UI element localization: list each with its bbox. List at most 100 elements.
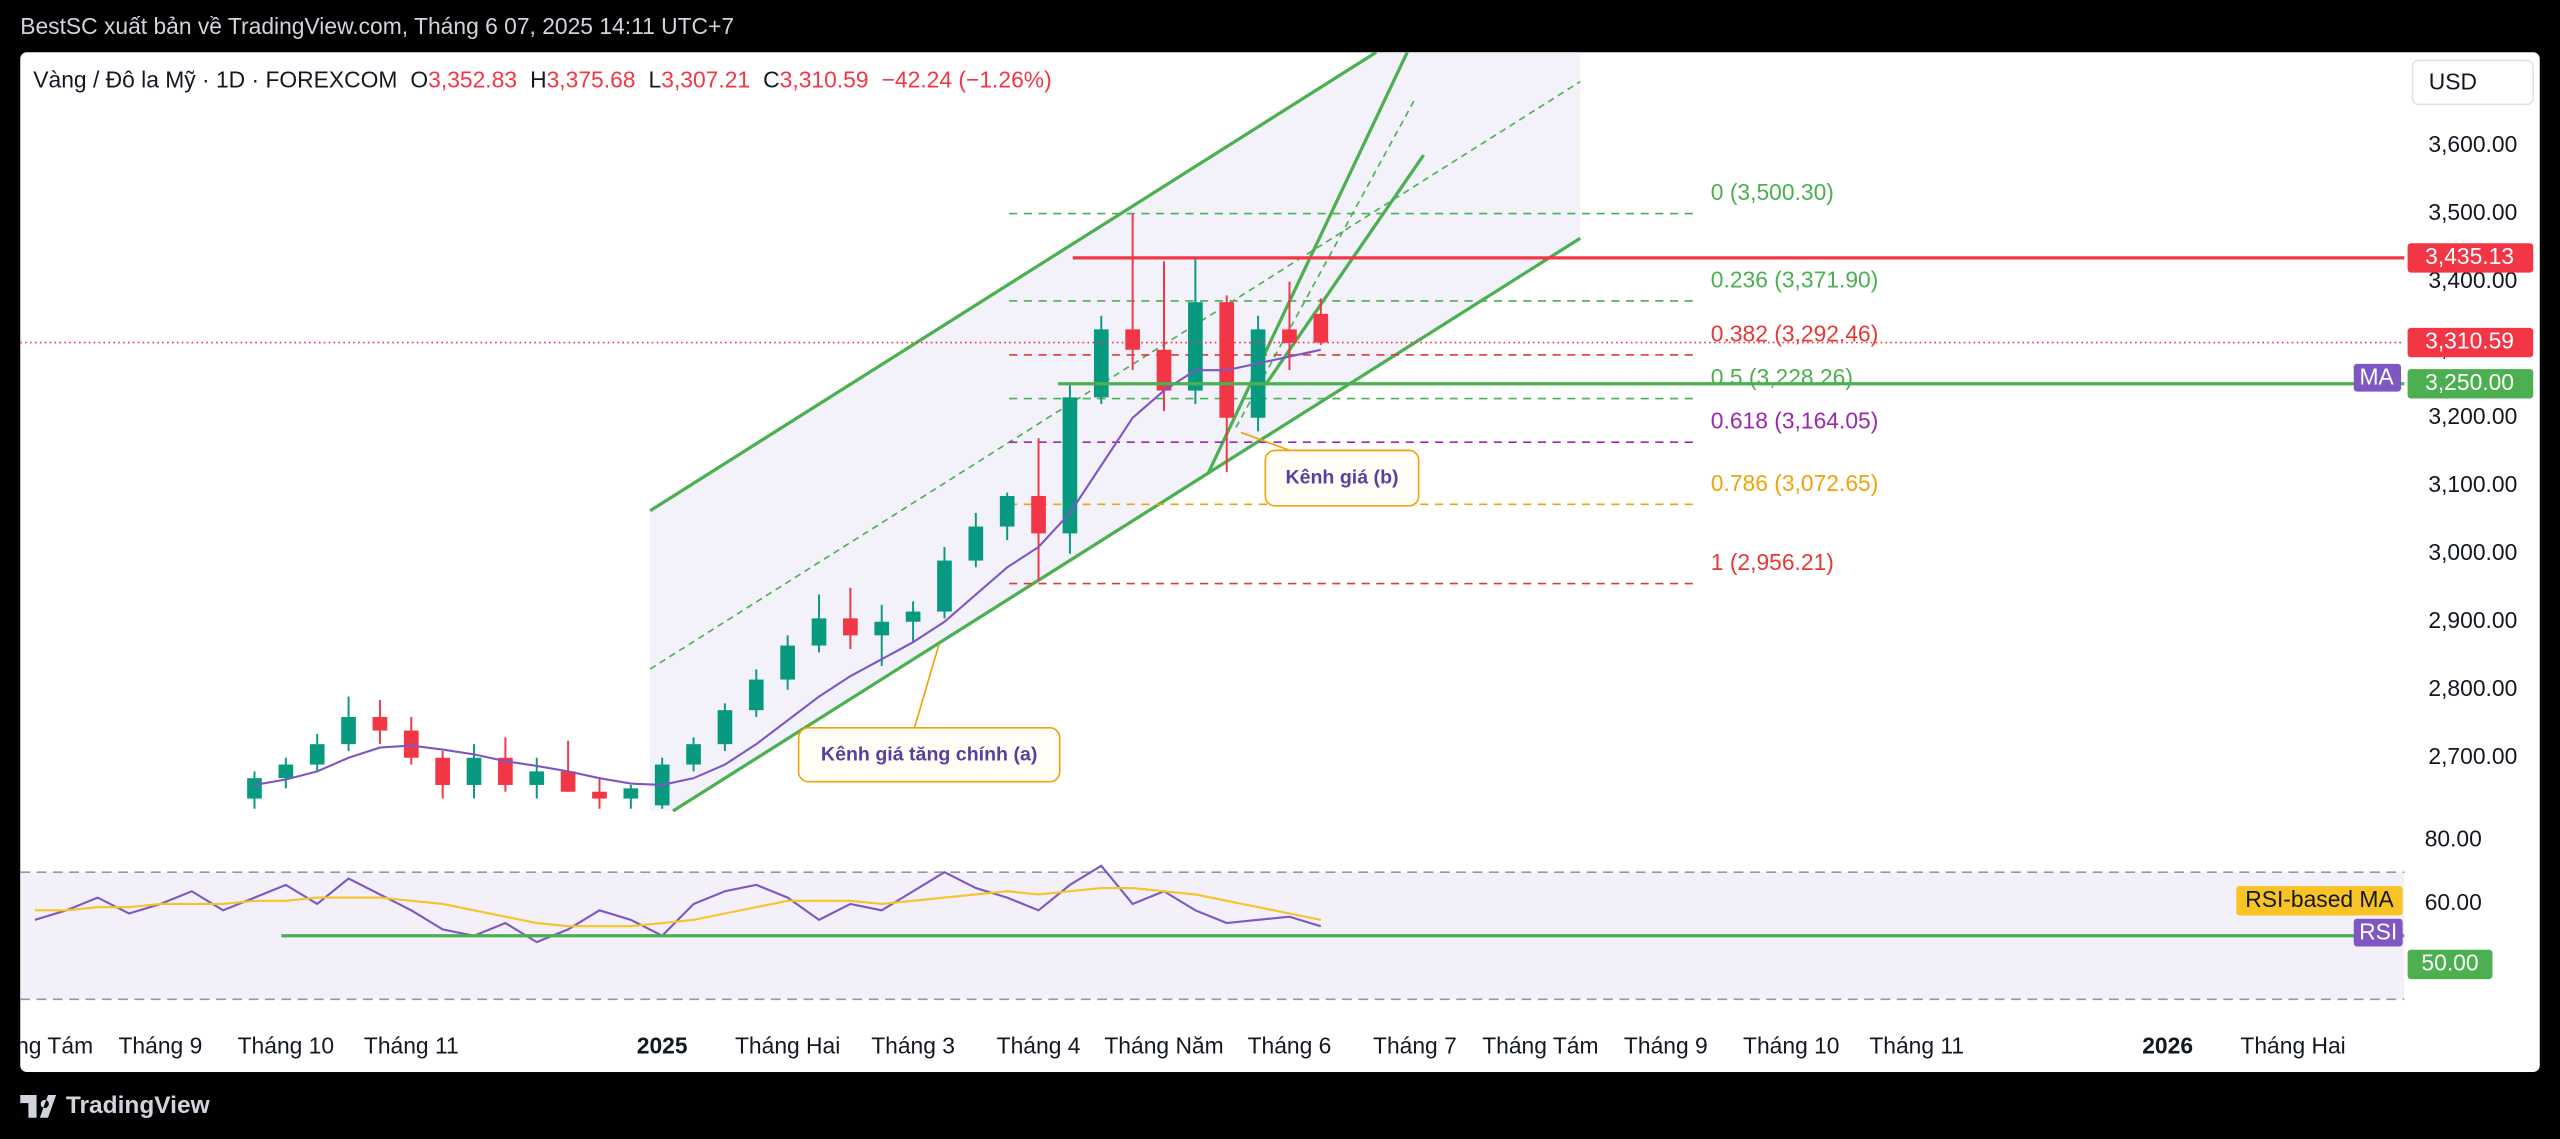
candle-body bbox=[780, 645, 795, 680]
rsi-badge bbox=[2353, 918, 2403, 947]
price-box bbox=[2407, 327, 2534, 358]
candle-body bbox=[1313, 313, 1329, 343]
candle-body bbox=[1188, 302, 1203, 391]
rsi-badge-label: RSI bbox=[2359, 918, 2397, 944]
candle-body bbox=[905, 611, 921, 622]
candle-body bbox=[247, 778, 262, 799]
x-tick-label: Tháng 3 bbox=[871, 1033, 955, 1059]
x-tick-label: 2026 bbox=[2142, 1033, 2193, 1059]
series-line bbox=[254, 348, 1322, 787]
callout bbox=[1240, 431, 1291, 452]
candle-body bbox=[309, 744, 325, 765]
brand: TradingView bbox=[66, 1092, 211, 1119]
candle-body bbox=[403, 730, 419, 758]
l-label: L bbox=[649, 67, 662, 93]
candle-body bbox=[466, 757, 482, 785]
symbol: Vàng / Đô la Mỹ · 1D · FOREXCOM bbox=[33, 67, 397, 93]
callout bbox=[913, 644, 940, 729]
y-tick-label: 2,900.00 bbox=[2428, 607, 2517, 633]
candle-body bbox=[968, 526, 984, 561]
candle-body bbox=[560, 771, 576, 792]
callout-box bbox=[797, 726, 1061, 783]
footer bbox=[0, 1072, 2560, 1139]
candle-body bbox=[435, 757, 450, 785]
candle-body bbox=[686, 744, 701, 765]
low: 3,307.21 bbox=[661, 67, 750, 93]
channel-mid bbox=[649, 80, 1581, 670]
close: 3,310.59 bbox=[780, 67, 869, 93]
x-tick-label: Tháng Tám bbox=[1482, 1033, 1598, 1059]
rsi-level-label: 50.00 bbox=[2421, 949, 2478, 975]
chart-area bbox=[20, 52, 2540, 1073]
x-tick-label: Tháng 11 bbox=[364, 1033, 459, 1059]
annotation-b: Kênh giá (b) bbox=[1240, 431, 1420, 507]
high: 3,375.68 bbox=[547, 67, 636, 93]
currency-button[interactable] bbox=[2411, 59, 2535, 106]
y-tick-label: 2,800.00 bbox=[2428, 675, 2517, 701]
price-box bbox=[2407, 369, 2534, 399]
price-box bbox=[2407, 243, 2534, 273]
price-box-label: 3,250.00 bbox=[2425, 369, 2514, 395]
candle-body bbox=[278, 764, 294, 779]
fib-label: 1 (2,956.21) bbox=[1711, 549, 1834, 575]
logo bbox=[20, 1094, 57, 1118]
x-tick-label: Tháng 6 bbox=[1248, 1033, 1332, 1059]
x-tick-label: Tháng Tám bbox=[0, 1033, 93, 1059]
y-tick-label: 3,600.00 bbox=[2428, 131, 2517, 157]
candle-body bbox=[874, 621, 890, 636]
y-tick-label: 3,500.00 bbox=[2428, 199, 2517, 225]
fib-label: 0.5 (3,228.26) bbox=[1711, 364, 1853, 390]
fib-label: 0 (3,500.30) bbox=[1711, 179, 1834, 205]
candle-body bbox=[1282, 329, 1297, 343]
callout-box bbox=[1264, 449, 1420, 507]
rsi-ma-badge bbox=[2236, 886, 2403, 916]
x-tick-label: Tháng Năm bbox=[1104, 1033, 1223, 1059]
series-line bbox=[34, 887, 1322, 928]
candle-body bbox=[1062, 397, 1078, 534]
change: −42.24 (−1.26%) bbox=[882, 67, 1052, 93]
candle-body bbox=[372, 716, 388, 731]
x-tick-label: Tháng 7 bbox=[1373, 1033, 1457, 1059]
rsi-ma-badge-label: RSI-based MA bbox=[2245, 886, 2394, 912]
y-tick-label: 3,000.00 bbox=[2428, 539, 2517, 565]
currency[interactable]: USD bbox=[2429, 68, 2477, 94]
candle-body bbox=[811, 618, 827, 646]
channel-b-right bbox=[1263, 154, 1425, 387]
y-tick-label: 3,200.00 bbox=[2428, 403, 2517, 429]
fib-label: 0.382 (3,292.46) bbox=[1711, 320, 1879, 346]
annotation-text: Kênh giá (b) bbox=[1285, 466, 1398, 488]
x-tick-label: Tháng Hai bbox=[735, 1033, 840, 1059]
x-tick-label: Tháng 10 bbox=[1743, 1033, 1839, 1059]
fib-label: 0.618 (3,164.05) bbox=[1711, 408, 1879, 434]
candle-body bbox=[1250, 329, 1266, 418]
x-tick-label: Tháng 9 bbox=[118, 1033, 202, 1059]
y-tick-label: 60.00 bbox=[2425, 889, 2482, 915]
candle-body bbox=[937, 560, 952, 612]
candle-body bbox=[1125, 329, 1140, 350]
candle-body bbox=[1156, 349, 1172, 391]
x-tick-label: 2025 bbox=[637, 1033, 688, 1059]
series-line bbox=[34, 864, 1322, 944]
candle-body bbox=[717, 710, 733, 745]
candle-body bbox=[748, 679, 764, 711]
candle-body bbox=[843, 618, 858, 636]
candle-body bbox=[498, 757, 513, 785]
h-label: H bbox=[530, 67, 547, 93]
rsi-level-box bbox=[2407, 949, 2493, 980]
channel-b-left bbox=[1206, 52, 1409, 474]
channel-b-mid bbox=[1235, 100, 1415, 428]
candle-body bbox=[1093, 329, 1109, 398]
price-box-label: 3,310.59 bbox=[2425, 328, 2514, 354]
o-label: O bbox=[410, 67, 428, 93]
c-label: C bbox=[763, 67, 780, 93]
y-tick-label: 3,100.00 bbox=[2428, 471, 2517, 497]
candle-body bbox=[623, 788, 639, 799]
candle-body bbox=[1031, 495, 1046, 534]
candle-body bbox=[999, 495, 1015, 527]
x-tick-label: Tháng 9 bbox=[1624, 1033, 1708, 1059]
price-box-label: 3,435.13 bbox=[2425, 243, 2514, 269]
annotation-text: Kênh giá tăng chính (a) bbox=[821, 744, 1037, 766]
y-tick-label: 80.00 bbox=[2425, 825, 2482, 851]
x-tick-label: Tháng Hai bbox=[2240, 1033, 2345, 1059]
